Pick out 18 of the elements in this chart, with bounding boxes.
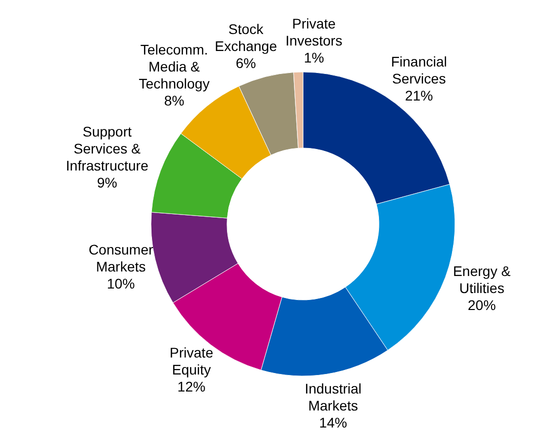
data-label: 9%	[97, 174, 118, 190]
slice-label: Private Equity	[170, 344, 214, 378]
slice-label: Consumer Markets	[88, 241, 154, 274]
slice-label: Private Investors	[286, 16, 342, 49]
data-label: 12%	[177, 378, 206, 395]
data-label: 14%	[319, 414, 348, 430]
data-label: 6%	[236, 55, 256, 72]
data-label: 21%	[404, 87, 433, 104]
data-label: 20%	[468, 297, 496, 314]
slice-label: Financial Services	[390, 53, 447, 86]
data-label: 10%	[106, 275, 135, 292]
slice-label: Industrial Markets	[304, 380, 362, 414]
data-label: 8%	[164, 92, 184, 109]
slice-label: Telecomm. Media & Technology	[138, 42, 210, 92]
data-label: 1%	[304, 50, 324, 66]
slice-label: Energy & Utilities	[452, 263, 512, 296]
slice-label: Support Services & Infrastructure	[66, 123, 149, 174]
slice-label: Stock Exchange	[214, 21, 278, 54]
